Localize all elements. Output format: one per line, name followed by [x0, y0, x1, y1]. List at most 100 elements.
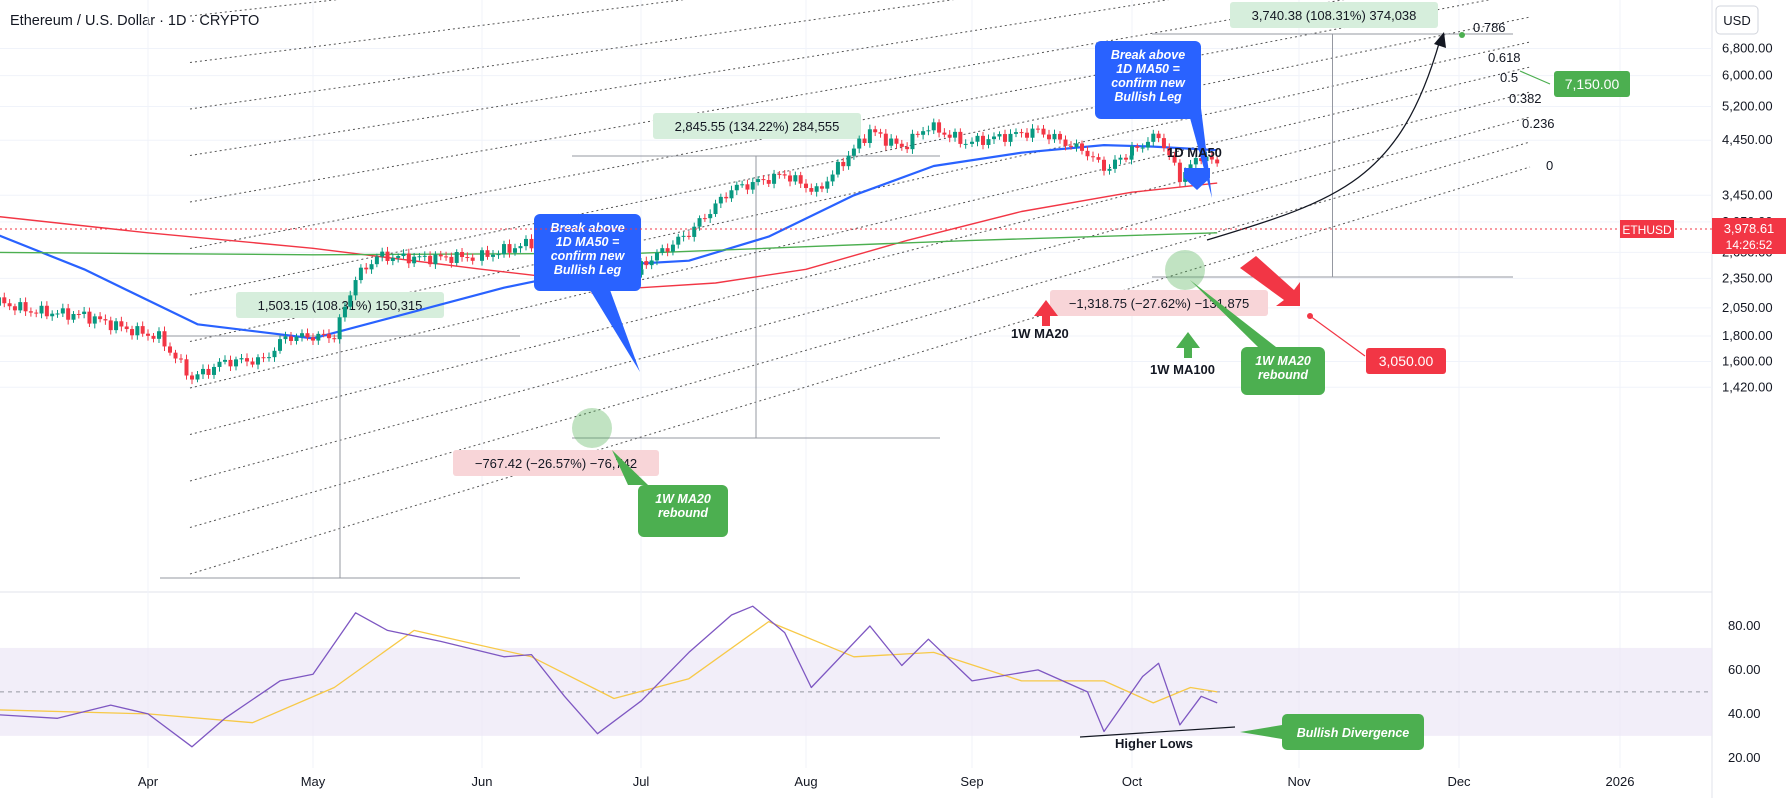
label-1d-ma50: 1D MA50 [1167, 145, 1222, 160]
candle-body [245, 358, 249, 362]
callout-blue-1 [534, 214, 641, 291]
candle-body [926, 130, 931, 132]
rsi-tick: 60.00 [1728, 662, 1761, 677]
rsi-tick: 20.00 [1728, 750, 1761, 765]
candle-body [55, 313, 60, 315]
candle-body [60, 308, 65, 314]
candle-body [937, 122, 942, 133]
candle-body [206, 368, 211, 375]
time-tick: Dec [1447, 774, 1471, 789]
candle-body [1025, 132, 1029, 138]
candle-body [518, 246, 523, 249]
candle-body [140, 326, 145, 334]
candle-body [894, 138, 899, 144]
candle-body [157, 331, 161, 339]
candle-body [1113, 159, 1117, 169]
candle-body [385, 251, 390, 261]
candle-body [931, 122, 936, 131]
candle-body [228, 359, 233, 367]
candle-body [71, 313, 76, 320]
price-tick: 1,600.00 [1722, 353, 1773, 368]
candle-body [396, 256, 401, 258]
candle-body [970, 141, 974, 144]
candle-body [835, 161, 840, 175]
candle-body [267, 357, 271, 359]
ma-line-2 [0, 232, 1218, 256]
candle-body [921, 131, 926, 135]
candle-body [1199, 158, 1204, 162]
candle-body [179, 358, 183, 360]
candle-body [406, 253, 411, 264]
rsi-pane: Higher Lows Bullish Divergence [0, 605, 1712, 751]
candle-body [7, 303, 12, 307]
measure-text: 1,503.15 (108.31%) 150,315 [258, 298, 423, 313]
candle-body [234, 359, 238, 367]
candle-body [374, 256, 379, 265]
callout-line: confirm new [551, 249, 626, 263]
fib-level-label: 0.786 [1473, 20, 1506, 35]
candle-body [804, 183, 808, 189]
candle-body [862, 138, 867, 144]
candle-body [986, 139, 991, 145]
callout-line: confirm new [1111, 76, 1186, 90]
rsi-ma-line [0, 620, 1218, 724]
target-box-green [1554, 71, 1630, 97]
candle-body [98, 316, 103, 320]
candle-body [454, 252, 459, 263]
candle-body [380, 251, 385, 257]
candle-body [745, 184, 750, 190]
currency-button[interactable]: USD [1715, 5, 1759, 35]
candle-body [1058, 133, 1062, 140]
callout-line: 1W MA20 [1255, 354, 1311, 368]
candle-body [825, 181, 830, 189]
callout-line: 1W MA20 [655, 492, 711, 506]
bullish-divergence-pointer [1240, 725, 1282, 739]
callout-green-2-tail [1190, 280, 1276, 347]
candle-body [491, 254, 495, 257]
measure-box [1050, 290, 1268, 316]
candle-body [300, 333, 304, 337]
candle-body [184, 359, 189, 376]
candle-body [12, 306, 17, 311]
projection-arrowhead [1434, 32, 1446, 48]
candle-body [975, 135, 980, 142]
arrow-1d-ma50 [1184, 168, 1210, 190]
candle-body [412, 256, 417, 264]
callout-green-1-text: 1W MA20 rebound [655, 492, 711, 520]
measure-text: −1,318.75 (−27.62%) −131,875 [1069, 296, 1249, 311]
candle-body [256, 357, 260, 365]
candle-body [173, 352, 178, 359]
candle-body [1052, 133, 1057, 140]
currency-label: USD [1723, 13, 1750, 28]
candle-body [1156, 133, 1161, 139]
target-value-red: 3,050.00 [1379, 353, 1434, 369]
fib-channel-line [189, 0, 686, 63]
candle-body [119, 321, 124, 327]
time-tick: Oct [1122, 774, 1143, 789]
price-tick: 2,350.00 [1722, 270, 1773, 285]
candle-body [1041, 128, 1046, 135]
candle-body [28, 311, 33, 313]
fib-channel-line [189, 0, 1345, 203]
candle-body [1019, 132, 1024, 134]
time-tick: Apr [138, 774, 159, 789]
target-value-green: 7,150.00 [1565, 76, 1620, 92]
candle-body [873, 129, 878, 133]
candle-body [433, 254, 438, 265]
candle-body [644, 261, 649, 266]
target-connector-red [1309, 315, 1366, 357]
candle-body [1172, 155, 1177, 163]
candle-body [316, 333, 321, 341]
callout-blue-2 [1095, 41, 1201, 119]
fib-channel-line [189, 166, 1531, 575]
ethusd-symbol: ETHUSD [1622, 223, 1672, 237]
candle-body [364, 267, 369, 270]
fib-level-label: 0.236 [1522, 116, 1555, 131]
candle-body [1193, 158, 1198, 165]
label-1w-ma100: 1W MA100 [1150, 362, 1215, 377]
candle-body [278, 339, 282, 351]
higher-lows-label: Higher Lows [1115, 736, 1193, 751]
candle-body [740, 184, 745, 186]
candle-body [660, 248, 665, 253]
